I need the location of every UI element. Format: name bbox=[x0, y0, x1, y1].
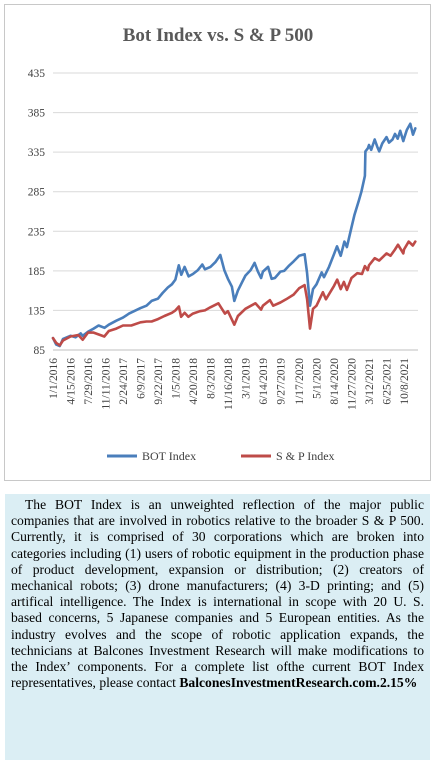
bot-index-line bbox=[51, 122, 417, 348]
x-tick-label: 4/20/2018 bbox=[188, 358, 200, 405]
x-tick-label: 6/25/2021 bbox=[382, 358, 394, 405]
y-tick-label: 335 bbox=[28, 147, 46, 159]
legend: BOT Index S & P Index bbox=[107, 449, 335, 463]
x-tick-label: 9/22/2017 bbox=[153, 358, 165, 405]
x-tick-label: 11/27/2020 bbox=[347, 358, 359, 410]
y-tick-label: 135 bbox=[28, 305, 46, 317]
y-tick-label: 235 bbox=[28, 226, 46, 238]
y-tick-label: 385 bbox=[28, 108, 46, 120]
x-axis-ticks: 1/1/2016 4/15/2016 7/29/2016 11/11/2016 2/24… bbox=[48, 358, 411, 410]
legend-label-sp: S & P Index bbox=[276, 449, 335, 463]
y-tick-label: 185 bbox=[28, 266, 46, 278]
x-tick-label: 7/29/2016 bbox=[83, 358, 95, 405]
x-tick-label: 1/17/2020 bbox=[294, 358, 306, 405]
legend-label-bot: BOT Index bbox=[142, 449, 196, 463]
gridlines bbox=[53, 72, 418, 351]
x-tick-label: 8/14/2020 bbox=[329, 358, 341, 405]
x-tick-label: 11/16/2018 bbox=[223, 358, 235, 410]
sp-index-line bbox=[51, 240, 417, 347]
y-tick-label: 85 bbox=[34, 345, 46, 357]
x-tick-label: 3/1/2019 bbox=[240, 358, 252, 399]
x-tick-label: 1/1/2016 bbox=[48, 358, 60, 399]
x-tick-label: 4/15/2016 bbox=[65, 358, 77, 405]
x-tick-label: 6/9/2017 bbox=[135, 358, 147, 399]
series-lines bbox=[51, 122, 417, 348]
y-axis-ticks: 85 135 185 235 285 335 385 435 bbox=[28, 68, 46, 357]
x-tick-label: 2/24/2017 bbox=[118, 358, 130, 405]
x-tick-label: 5/1/2020 bbox=[312, 358, 324, 399]
index-description: The BOT Index is an unweighted reflectio… bbox=[5, 494, 430, 760]
x-tick-label: 6/14/2019 bbox=[258, 358, 270, 405]
x-tick-label: 8/3/2018 bbox=[205, 358, 217, 399]
line-chart: Bot Index vs. S & P 500 85 135 185 235 285 33… bbox=[28, 25, 418, 463]
x-tick-label: 9/27/2019 bbox=[275, 358, 287, 405]
x-tick-label: 10/8/2021 bbox=[399, 358, 411, 405]
x-tick-label: 11/11/2016 bbox=[100, 358, 112, 410]
x-tick-label: 1/5/2018 bbox=[170, 358, 182, 399]
chart-frame: Bot Index vs. S & P 500 85 135 185 235 285 33… bbox=[4, 4, 431, 481]
y-tick-label: 435 bbox=[28, 68, 46, 80]
x-tick-label: 3/12/2021 bbox=[364, 358, 376, 405]
y-tick-label: 285 bbox=[28, 187, 46, 199]
chart-title: Bot Index vs. S & P 500 bbox=[123, 25, 314, 46]
description-text: The BOT Index is an unweighted reflectio… bbox=[11, 497, 424, 691]
contact-website-text: BalconesInvestmentResearch.com.2.15% bbox=[179, 675, 418, 691]
